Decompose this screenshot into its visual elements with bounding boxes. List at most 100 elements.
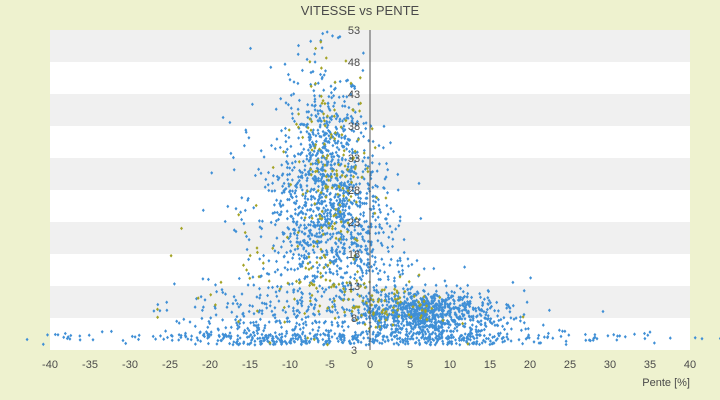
data-point xyxy=(323,163,327,167)
data-point xyxy=(438,336,442,341)
data-point xyxy=(296,289,300,293)
data-point xyxy=(357,311,361,315)
data-point xyxy=(297,175,300,179)
data-point xyxy=(378,311,381,316)
data-point xyxy=(326,342,329,347)
data-point xyxy=(329,310,333,314)
data-point xyxy=(422,267,426,271)
data-point xyxy=(352,156,356,160)
data-point xyxy=(330,250,334,254)
data-point xyxy=(392,209,395,214)
data-point xyxy=(341,281,345,285)
data-point xyxy=(333,101,337,105)
data-point xyxy=(328,278,332,283)
data-point xyxy=(469,328,473,332)
data-point xyxy=(478,342,481,347)
data-point xyxy=(380,288,384,292)
data-point xyxy=(333,137,337,141)
data-point xyxy=(236,334,240,338)
data-point xyxy=(342,293,346,297)
data-point xyxy=(471,316,475,321)
data-point xyxy=(336,178,340,182)
data-point xyxy=(322,192,326,196)
data-point xyxy=(310,113,313,117)
data-point xyxy=(398,339,402,344)
data-point xyxy=(363,311,367,316)
data-point xyxy=(313,161,317,166)
data-point xyxy=(324,69,327,73)
data-point xyxy=(337,214,341,219)
data-point xyxy=(293,268,297,272)
data-point xyxy=(299,184,303,188)
data-point xyxy=(338,257,341,261)
data-point xyxy=(344,196,348,200)
data-point xyxy=(396,172,400,177)
data-point xyxy=(362,177,366,181)
data-point xyxy=(311,195,315,199)
data-point xyxy=(328,297,332,302)
data-point xyxy=(292,339,296,344)
data-point xyxy=(392,319,396,324)
data-point xyxy=(444,284,448,288)
data-point xyxy=(285,209,289,213)
data-point xyxy=(343,199,347,203)
data-point xyxy=(303,336,307,341)
data-point xyxy=(415,258,419,263)
data-point xyxy=(53,332,57,337)
data-point xyxy=(438,295,442,300)
data-point xyxy=(339,297,343,301)
data-point xyxy=(297,225,301,230)
data-point xyxy=(397,270,401,274)
x-tick-label: -20 xyxy=(202,359,218,371)
data-point xyxy=(336,311,339,315)
data-point xyxy=(213,306,217,310)
data-point xyxy=(201,277,205,281)
data-point xyxy=(352,199,356,203)
data-point xyxy=(387,235,391,240)
data-point xyxy=(308,223,312,227)
data-point xyxy=(398,302,401,307)
data-point xyxy=(463,294,467,299)
data-point xyxy=(326,211,329,216)
data-point xyxy=(350,147,354,152)
data-point xyxy=(334,220,338,225)
data-point xyxy=(433,292,437,297)
data-point xyxy=(315,332,319,337)
data-point xyxy=(455,284,459,288)
data-point xyxy=(414,323,418,327)
data-point xyxy=(295,185,299,190)
data-point xyxy=(350,180,353,185)
data-point xyxy=(386,294,390,299)
data-point xyxy=(243,208,247,213)
data-point xyxy=(457,308,461,313)
data-point xyxy=(337,282,341,287)
data-point xyxy=(426,292,430,296)
data-point xyxy=(373,145,377,150)
data-point xyxy=(384,295,387,299)
data-point xyxy=(364,329,368,334)
data-point xyxy=(370,254,374,258)
data-point xyxy=(217,334,221,339)
data-point xyxy=(303,256,307,261)
data-point xyxy=(247,257,251,262)
data-point xyxy=(376,184,379,189)
data-point xyxy=(337,162,340,167)
data-point xyxy=(326,208,330,212)
data-point xyxy=(379,293,383,297)
data-point xyxy=(364,300,368,304)
data-point xyxy=(331,224,334,229)
data-point xyxy=(354,182,358,187)
data-point xyxy=(319,271,323,276)
data-point xyxy=(25,337,29,342)
data-point xyxy=(349,182,353,186)
data-point xyxy=(345,237,348,242)
data-point xyxy=(370,250,374,254)
data-point xyxy=(375,339,379,343)
data-point xyxy=(371,199,375,203)
data-point xyxy=(380,257,384,261)
data-point xyxy=(334,133,338,137)
data-point xyxy=(371,269,375,273)
data-point xyxy=(395,337,399,341)
data-point xyxy=(668,336,672,340)
data-point xyxy=(309,197,313,201)
